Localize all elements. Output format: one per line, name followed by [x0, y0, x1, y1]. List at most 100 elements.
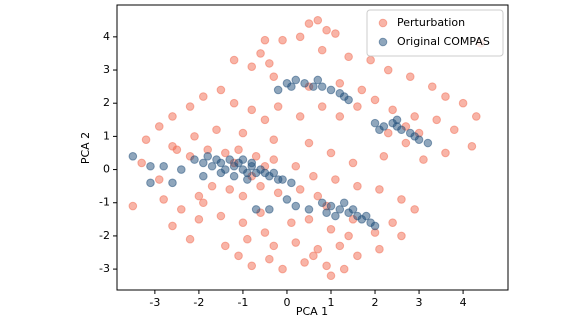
point	[313, 75, 323, 85]
point	[295, 185, 305, 194]
y-tick-label: 1	[103, 129, 110, 142]
point	[339, 198, 349, 208]
point	[370, 221, 380, 231]
point	[388, 218, 397, 227]
point	[317, 102, 327, 111]
point	[348, 158, 358, 168]
point	[423, 138, 433, 148]
point	[300, 258, 309, 267]
legend-box	[366, 9, 504, 57]
y-tick-label: 0	[103, 163, 110, 176]
point	[353, 251, 362, 261]
x-tick-label: -3	[149, 296, 160, 309]
point	[322, 25, 331, 35]
plot-frame	[116, 4, 509, 291]
point	[379, 151, 389, 161]
point	[295, 112, 305, 121]
point	[287, 218, 296, 227]
point	[344, 95, 353, 105]
point	[159, 161, 168, 171]
point	[291, 161, 301, 171]
point	[467, 142, 477, 151]
legend-label: Original COMPAS	[397, 35, 490, 48]
point	[410, 112, 419, 121]
point	[243, 175, 252, 184]
point	[322, 261, 331, 271]
point	[397, 195, 406, 204]
point	[251, 151, 261, 161]
point	[344, 52, 353, 62]
point	[247, 261, 257, 271]
point	[278, 264, 287, 274]
point	[326, 224, 336, 234]
x-tick-label: 0	[283, 296, 290, 309]
point	[168, 178, 177, 188]
point	[194, 191, 204, 201]
point	[273, 85, 283, 95]
point	[375, 125, 384, 135]
x-tick-label: 4	[460, 296, 467, 309]
point	[326, 201, 336, 211]
point	[234, 251, 243, 261]
y-axis-label: PCA 2	[79, 132, 92, 164]
point	[449, 125, 459, 135]
legend-label: Perturbation	[397, 16, 465, 29]
y-tick-label: 3	[103, 63, 110, 76]
point	[441, 92, 450, 101]
point	[309, 251, 318, 261]
point	[370, 118, 380, 128]
point	[291, 201, 301, 211]
point	[154, 175, 164, 184]
point	[370, 95, 380, 105]
point	[331, 175, 340, 184]
point	[260, 228, 270, 237]
point	[146, 161, 155, 171]
point	[154, 122, 164, 131]
point	[247, 105, 257, 115]
point	[247, 158, 257, 168]
point	[353, 181, 362, 191]
point	[216, 158, 226, 168]
point	[339, 264, 349, 274]
point	[392, 115, 402, 125]
point	[304, 19, 314, 28]
y-tick-label: -2	[99, 229, 110, 242]
y-tick-label: 4	[103, 30, 110, 43]
point	[383, 65, 393, 75]
point	[207, 181, 217, 191]
point	[322, 208, 331, 217]
point	[313, 15, 323, 25]
point	[185, 102, 195, 111]
point	[269, 241, 279, 251]
point	[317, 198, 327, 208]
point	[331, 29, 340, 38]
point	[229, 171, 239, 181]
point	[194, 215, 204, 224]
point	[243, 234, 252, 244]
point	[282, 195, 292, 204]
point	[375, 244, 384, 254]
point	[168, 221, 177, 231]
point	[212, 125, 221, 135]
point	[366, 55, 375, 65]
point	[388, 105, 397, 115]
point	[225, 185, 235, 194]
point	[190, 132, 199, 141]
point	[335, 241, 345, 251]
point	[185, 234, 195, 244]
point	[207, 161, 217, 171]
point	[304, 215, 314, 224]
x-tick-label: 2	[372, 296, 379, 309]
point	[300, 79, 309, 88]
point	[229, 98, 239, 108]
point	[335, 79, 345, 88]
y-tick-label: 2	[103, 96, 110, 109]
point	[414, 135, 424, 145]
point	[269, 135, 279, 145]
point	[238, 128, 248, 138]
point	[256, 49, 265, 58]
point	[229, 55, 239, 65]
point	[287, 178, 296, 188]
point	[216, 211, 226, 221]
point	[458, 98, 468, 108]
